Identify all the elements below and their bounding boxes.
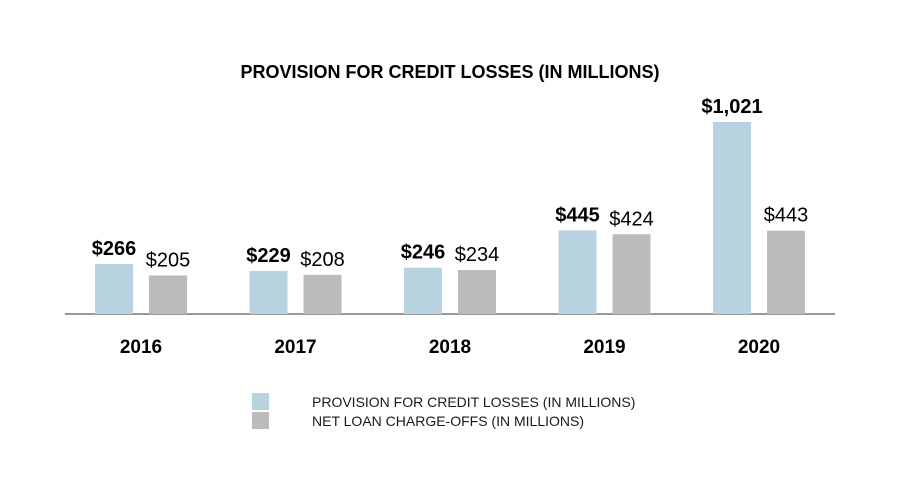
chart-title: PROVISION FOR CREDIT LOSSES (IN MILLIONS…	[240, 62, 660, 82]
x-tick-label-2018: 2018	[429, 337, 471, 358]
data-label-charge-offs-2019: $424	[609, 208, 654, 230]
bar-charge-offs-2018	[458, 269, 496, 314]
data-label-provision-2020: $1,021	[701, 96, 762, 118]
bar-charge-offs-2017	[303, 274, 342, 314]
bar-provision-2017	[249, 270, 288, 314]
legend-label-provision: PROVISION FOR CREDIT LOSSES (IN MILLIONS…	[312, 393, 636, 410]
legend-item-provision: PROVISION FOR CREDIT LOSSES (IN MILLIONS…	[252, 392, 635, 411]
data-label-charge-offs-2016: $205	[146, 249, 191, 271]
legend-label-charge-offs: NET LOAN CHARGE-OFFS (IN MILLIONS)	[312, 412, 584, 429]
bar-provision-2019	[558, 230, 597, 314]
data-label-provision-2016: $266	[92, 238, 137, 260]
x-tick-label-2016: 2016	[120, 337, 162, 358]
x-tick-label-2020: 2020	[738, 337, 780, 358]
bar-provision-2020	[713, 122, 751, 314]
x-tick-label-2019: 2019	[583, 337, 625, 358]
bar-charge-offs-2020	[767, 230, 805, 314]
data-label-provision-2019: $445	[555, 204, 600, 226]
data-label-charge-offs-2017: $208	[300, 249, 345, 271]
x-tick-label-2017: 2017	[274, 337, 316, 358]
bar-charge-offs-2019	[612, 234, 651, 314]
data-label-charge-offs-2018: $234	[455, 244, 500, 266]
legend: PROVISION FOR CREDIT LOSSES (IN MILLIONS…	[252, 392, 635, 430]
bar-provision-2016	[95, 263, 133, 314]
bar-provision-2018	[404, 267, 442, 314]
legend-item-charge-offs: NET LOAN CHARGE-OFFS (IN MILLIONS)	[252, 411, 635, 430]
data-label-charge-offs-2020: $443	[764, 205, 809, 227]
legend-swatch-provision	[252, 393, 269, 410]
data-label-provision-2017: $229	[246, 245, 291, 267]
bar-charge-offs-2016	[149, 275, 187, 314]
legend-swatch-charge-offs	[252, 412, 269, 429]
data-label-provision-2018: $246	[401, 242, 446, 264]
